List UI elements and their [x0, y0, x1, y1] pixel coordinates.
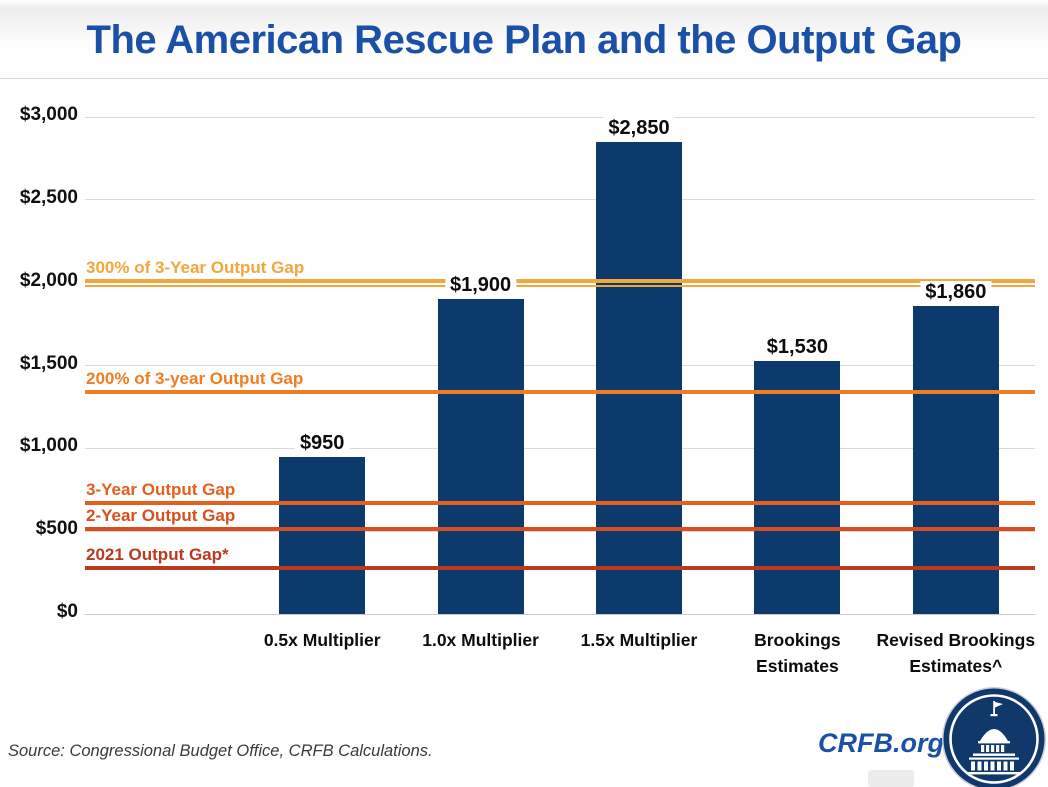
- reference-line-4: [85, 526, 1035, 531]
- source-notes: Source: Congressional Budget Office, CRF…: [8, 694, 818, 787]
- y-axis-tick-label: $0: [56, 601, 78, 622]
- reference-line-label: 3-Year Output Gap: [86, 480, 236, 499]
- x-axis-category-label: Revised Brookings Estimates^: [876, 630, 1036, 676]
- bar-1: [279, 456, 366, 614]
- bar-2: [437, 299, 524, 614]
- gridline-500: [85, 530, 1035, 532]
- gridline-3000: [85, 116, 1035, 118]
- reference-line-1-thin: [85, 284, 1035, 287]
- gridline-1500: [85, 365, 1035, 366]
- gridline-2500: [85, 199, 1035, 201]
- gridline-0: [85, 613, 1035, 615]
- bar-value-label: $950: [294, 431, 350, 455]
- bar-4: [754, 360, 841, 614]
- bar-value-label: $1,900: [445, 274, 517, 298]
- watermark-smudge: [868, 770, 914, 787]
- bar-value-label: $2,850: [603, 116, 675, 140]
- bar-value-label: $1,860: [920, 280, 992, 304]
- crfb-logo: [940, 685, 1048, 787]
- crfb-org-link[interactable]: CRFB.org: [818, 728, 944, 758]
- reference-line-1: [85, 279, 1035, 283]
- bar-value-label: $1,530: [761, 335, 833, 359]
- reference-line-label: 300% of 3-Year Output Gap: [86, 258, 305, 277]
- bar-3: [596, 141, 682, 614]
- x-axis-category-label: Brookings Estimates: [754, 630, 841, 676]
- x-axis-category-label: 0.5x Multiplier: [263, 630, 381, 650]
- title-band: The American Rescue Plan and the Output …: [0, 0, 1048, 79]
- bar-5: [912, 305, 999, 614]
- gridline-1000: [85, 447, 1035, 449]
- y-axis-tick-label: $500: [35, 518, 78, 540]
- reference-line-5: [85, 565, 1035, 570]
- reference-line-label: 2-Year Output Gap: [86, 505, 236, 525]
- x-axis-category-label: 1.5x Multiplier: [580, 630, 698, 650]
- source-line: Source: Congressional Budget Office, CRF…: [8, 742, 433, 760]
- capitol-icon: [942, 687, 1046, 787]
- reference-line-3: [85, 501, 1035, 505]
- reference-line-label: 2021 Output Gap*: [86, 544, 229, 564]
- y-axis-tick-label: $1,500: [19, 352, 78, 374]
- x-axis-category-label: 1.0x Multiplier: [422, 630, 539, 650]
- reference-line-label: 200% of 3-year Output Gap: [86, 369, 304, 388]
- y-axis-tick-label: $2,500: [19, 186, 78, 208]
- y-axis-tick-label: $1,000: [19, 435, 78, 457]
- y-axis-tick-label: $2,000: [19, 269, 78, 291]
- reference-line-2: [85, 390, 1035, 394]
- y-axis-tick-label: $3,000: [19, 104, 78, 125]
- chart-title: The American Rescue Plan and the Output …: [86, 18, 962, 62]
